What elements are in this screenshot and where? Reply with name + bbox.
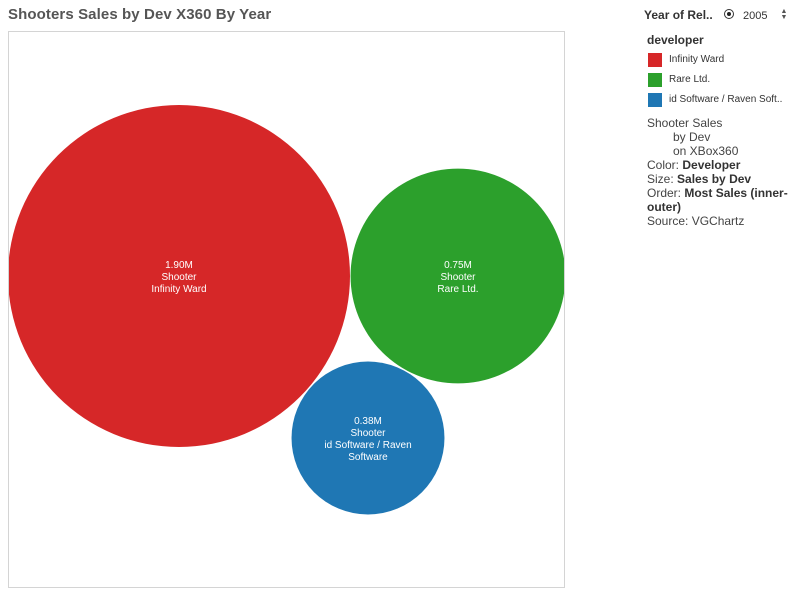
legend: developer Infinity Ward Rare Ltd. id Sof… <box>647 33 795 113</box>
bubble-label: 0.75M <box>444 260 472 271</box>
legend-swatch <box>648 73 662 87</box>
year-filter[interactable]: Year of Rel.. 2005 ▲ ▼ <box>644 8 794 24</box>
bubble-label: Software <box>348 452 388 463</box>
bubble-label: 0.38M <box>354 416 382 427</box>
bubble-label: 1.90M <box>165 260 193 271</box>
bubble-label: Shooter <box>440 272 476 283</box>
chart-area: 1.90M Shooter Infinity Ward 0.75M Shooter Rar… <box>8 31 565 588</box>
desc-line: on XBox360 <box>673 144 739 158</box>
bubble-label: Shooter <box>350 428 386 439</box>
legend-title: developer <box>647 33 704 47</box>
bubble-label: Infinity Ward <box>151 284 206 295</box>
chart-title: Shooters Sales by Dev X360 By Year <box>8 6 272 23</box>
bubble-label: Shooter <box>161 272 197 283</box>
legend-swatch <box>648 93 662 107</box>
legend-item-rare[interactable]: Rare Ltd. <box>647 73 795 93</box>
bubble-infinity-ward[interactable] <box>9 105 350 447</box>
legend-label: id Software / Raven Soft.. <box>669 94 783 105</box>
chart-description: Shooter Sales by Dev on XBox360 Color: D… <box>647 116 795 228</box>
desc-line: Shooter Sales <box>647 116 723 130</box>
year-spinner-icon[interactable]: ▲ ▼ <box>780 8 788 21</box>
desc-order: Order: Most Sales (inner-outer) <box>647 186 788 214</box>
bubble-rare-ltd-[interactable] <box>350 168 565 384</box>
legend-swatch <box>648 53 662 67</box>
desc-size: Size: Sales by Dev <box>647 172 752 186</box>
legend-item-infinity-ward[interactable]: Infinity Ward <box>647 53 795 73</box>
legend-item-id-software[interactable]: id Software / Raven Soft.. <box>647 93 795 113</box>
legend-label: Infinity Ward <box>669 54 725 65</box>
desc-color: Color: Developer <box>647 158 741 172</box>
bubble-label: id Software / Raven <box>324 440 411 451</box>
bubble-label: Rare Ltd. <box>437 284 478 295</box>
year-filter-label: Year of Rel.. <box>644 8 713 22</box>
year-radio-button[interactable] <box>724 9 734 19</box>
year-filter-value: 2005 <box>743 10 768 22</box>
desc-line: by Dev <box>673 130 711 144</box>
bubble-id-software-raven-software[interactable] <box>291 361 445 515</box>
desc-source: Source: VGChartz <box>647 214 745 228</box>
legend-label: Rare Ltd. <box>669 74 711 85</box>
